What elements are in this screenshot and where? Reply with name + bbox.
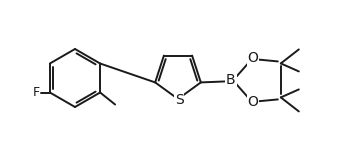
Text: F: F bbox=[32, 86, 40, 99]
Text: O: O bbox=[247, 51, 258, 65]
Text: B: B bbox=[226, 73, 236, 87]
Text: O: O bbox=[247, 95, 258, 109]
Text: S: S bbox=[175, 93, 183, 107]
